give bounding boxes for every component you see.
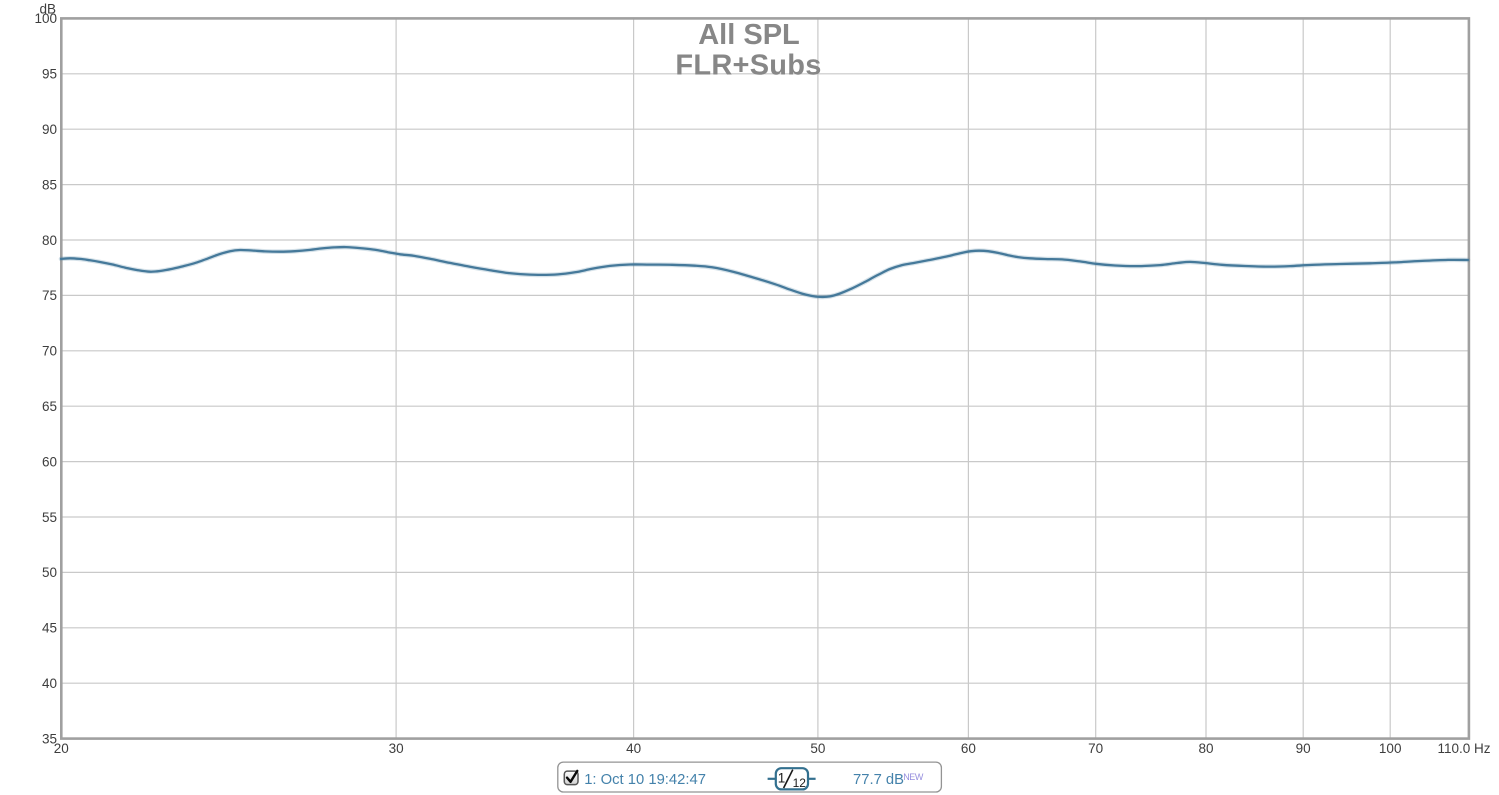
svg-text:35: 35 — [42, 731, 57, 746]
svg-text:20: 20 — [54, 741, 69, 756]
svg-text:90: 90 — [42, 122, 57, 137]
svg-text:All SPL: All SPL — [698, 19, 800, 51]
svg-text:110.0 Hz: 110.0 Hz — [1437, 741, 1490, 756]
svg-text:80: 80 — [1198, 741, 1213, 756]
svg-text:80: 80 — [42, 233, 57, 248]
svg-text:75: 75 — [42, 288, 57, 303]
svg-text:1: 1 — [778, 771, 786, 786]
svg-text:50: 50 — [810, 741, 825, 756]
svg-text:12: 12 — [793, 776, 807, 790]
svg-text:60: 60 — [42, 454, 57, 469]
svg-text:30: 30 — [389, 741, 404, 756]
svg-text:70: 70 — [42, 344, 57, 359]
svg-text:100: 100 — [34, 11, 57, 26]
svg-text:65: 65 — [42, 399, 57, 414]
svg-text:60: 60 — [961, 741, 976, 756]
svg-text:50: 50 — [42, 565, 57, 580]
svg-text:100: 100 — [1379, 741, 1402, 756]
svg-text:FLR+Subs: FLR+Subs — [675, 50, 821, 82]
svg-text:45: 45 — [42, 621, 57, 636]
svg-text:dB: dB — [39, 1, 56, 16]
svg-text:90: 90 — [1296, 741, 1311, 756]
svg-text:NEW: NEW — [903, 772, 924, 782]
svg-text:95: 95 — [42, 67, 57, 82]
svg-text:55: 55 — [42, 510, 57, 525]
svg-text:85: 85 — [42, 177, 57, 192]
svg-text:40: 40 — [626, 741, 641, 756]
svg-text:70: 70 — [1088, 741, 1103, 756]
svg-text:40: 40 — [42, 676, 57, 691]
svg-text:77.7 dB: 77.7 dB — [853, 772, 904, 788]
svg-text:1: Oct 10 19:42:47: 1: Oct 10 19:42:47 — [584, 772, 706, 788]
